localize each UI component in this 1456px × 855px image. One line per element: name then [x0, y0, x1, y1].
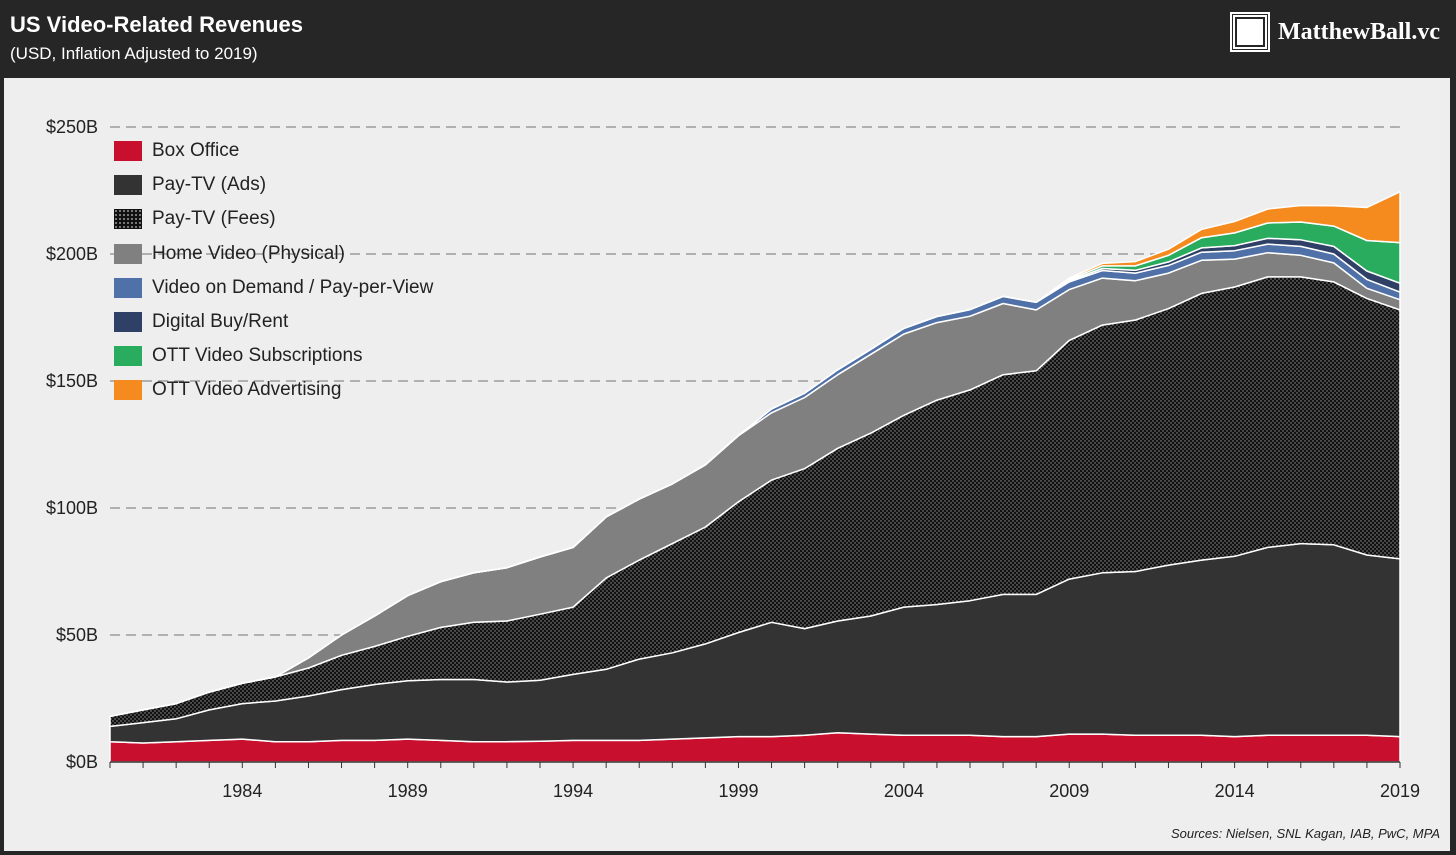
legend-swatch — [114, 346, 142, 367]
x-tick-label: 1999 — [718, 781, 758, 801]
x-tick-label: 1984 — [222, 781, 262, 801]
x-tick-label: 2014 — [1215, 781, 1255, 801]
source-note: Sources: Nielsen, SNL Kagan, IAB, PwC, M… — [1170, 826, 1440, 841]
legend-swatch — [114, 277, 142, 298]
legend-label: Home Video (Physical) — [152, 242, 345, 264]
chart-subtitle: (USD, Inflation Adjusted to 2019) — [10, 44, 258, 63]
y-tick-label: $100B — [46, 498, 98, 518]
x-tick-label: 1989 — [388, 781, 428, 801]
legend-swatch — [114, 175, 142, 196]
legend-swatch — [114, 243, 142, 264]
chart-title: US Video-Related Revenues — [10, 12, 304, 37]
legend-item: Pay-TV (Ads) — [114, 168, 433, 202]
legend-swatch — [114, 312, 142, 333]
y-tick-label: $200B — [46, 244, 98, 264]
legend-item: Home Video (Physical) — [114, 237, 433, 271]
legend-item: OTT Video Advertising — [114, 373, 433, 407]
legend-label: Pay-TV (Fees) — [152, 208, 276, 230]
legend-item: Pay-TV (Fees) — [114, 202, 433, 236]
area-series-7 — [109, 191, 1401, 718]
x-tick-label: 1994 — [553, 781, 593, 801]
legend-swatch — [114, 380, 142, 401]
legend-label: Digital Buy/Rent — [152, 311, 289, 333]
y-tick-label: $150B — [46, 371, 98, 391]
y-tick-label: $0B — [66, 752, 98, 772]
legend-label: Video on Demand / Pay-per-View — [152, 276, 434, 298]
legend-item: Digital Buy/Rent — [114, 305, 433, 339]
legend-item: Box Office — [114, 134, 433, 168]
x-tick-label: 2019 — [1380, 781, 1420, 801]
y-tick-label: $50B — [56, 625, 98, 645]
brand-logo: MatthewBall.vc — [1230, 12, 1440, 52]
legend-item: Video on Demand / Pay-per-View — [114, 271, 433, 305]
legend-label: Pay-TV (Ads) — [152, 174, 267, 196]
legend-item: OTT Video Subscriptions — [114, 339, 433, 373]
brand-name: MatthewBall.vc — [1278, 18, 1440, 45]
legend-swatch — [114, 141, 142, 162]
legend-label: Box Office — [152, 140, 240, 162]
legend-label: OTT Video Subscriptions — [152, 345, 363, 367]
x-tick-label: 2009 — [1049, 781, 1089, 801]
legend: Box Office Pay-TV (Ads) Pay-TV (Fees) Home … — [114, 134, 433, 408]
x-tick-label: 2004 — [884, 781, 924, 801]
brand-square-icon — [1230, 12, 1271, 52]
y-tick-label: $250B — [46, 117, 98, 137]
legend-label: OTT Video Advertising — [152, 379, 342, 401]
legend-swatch — [114, 209, 142, 230]
